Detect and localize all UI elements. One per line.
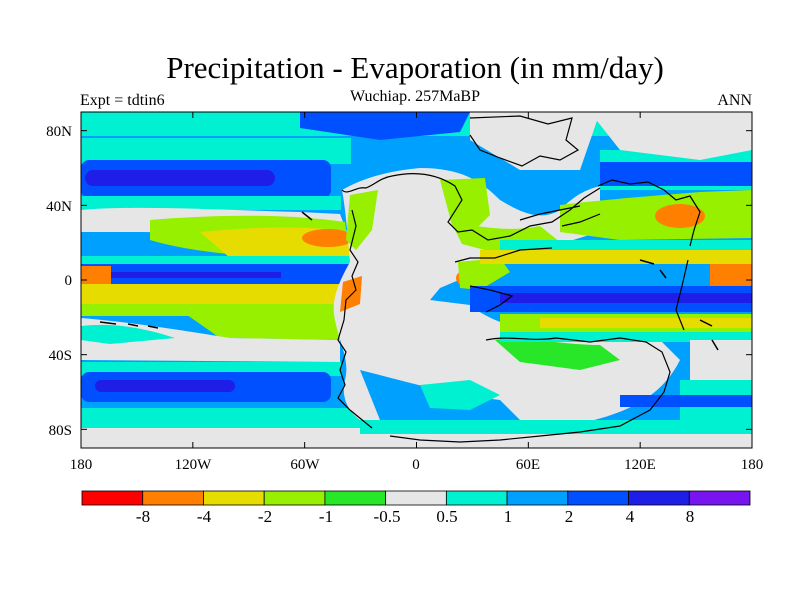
arctic-coast: [469, 115, 580, 167]
map-ticks: [80, 112, 753, 448]
pangaea-land: [333, 168, 680, 438]
south-storm-core: [95, 380, 235, 392]
east-dry-patch: [590, 112, 752, 160]
season-label: ANN: [717, 92, 752, 109]
arctic-blue-tongue: [300, 112, 470, 140]
southern-coast: [389, 337, 671, 443]
colorbar-label-5: 0.5: [436, 507, 458, 526]
east-equatorial-orange: [710, 264, 752, 286]
east-island-arc: [597, 179, 701, 331]
colorbar-label-6: 1: [503, 507, 513, 526]
lon-tick-label-60w: 60W: [290, 457, 320, 473]
colorbar-label-7: 2: [564, 507, 574, 526]
east-tropic-orange: [655, 204, 705, 228]
lat-tick-label-80N: 80N: [46, 124, 72, 140]
map-field: [81, 112, 752, 448]
east-south-cyan: [500, 332, 752, 342]
colorbar-label-1: -4: [196, 507, 212, 526]
antarctic-dry-band: [81, 428, 361, 448]
east-cyan-strip: [500, 240, 752, 250]
lon-tick-label-60e: 60E: [515, 457, 541, 473]
south-coast-green: [495, 338, 620, 370]
east-south-dry: [690, 340, 752, 380]
figure-title: Precipitation - Evaporation (in mm/day): [166, 50, 664, 85]
south-subtropic-green: [180, 310, 345, 340]
lat-tick-label-eq: 0: [64, 273, 73, 289]
colorbar-label-3: -1: [318, 507, 334, 526]
north-cyan-band: [81, 138, 351, 164]
lat-tick-label-80S: 80S: [48, 423, 72, 439]
east-equatorial-yellow: [480, 250, 752, 264]
south-cyan-tongue: [81, 324, 175, 344]
east-equatorial-core: [500, 293, 752, 303]
pangaea-north-coast: [391, 173, 601, 241]
colorbar-label-9: 8: [685, 507, 695, 526]
east-islands: [639, 259, 719, 351]
east-antarctic-dry: [360, 434, 752, 448]
colorbar-label-4: -0.5: [373, 507, 401, 526]
itcz-core: [81, 272, 281, 278]
tethys-coast-green: [458, 258, 510, 290]
lon-tick-label-180e: 180: [740, 457, 764, 473]
south-subtropic-dry: [81, 318, 340, 362]
figure-subtitle: Wuchiap. 257MaBP: [349, 88, 480, 105]
north-storm-core: [85, 170, 275, 186]
lat-tick-label-40S: 40S: [48, 348, 72, 364]
east-antarctic-cyan: [360, 420, 752, 434]
small-islands: [99, 211, 719, 351]
colorbar-label-0: -8: [135, 507, 151, 526]
lon-tick-label-0: 0: [412, 457, 420, 473]
east-north-blue: [600, 162, 752, 186]
lat-tick-label-40N: 40N: [46, 199, 72, 215]
lon-tick-label-180w: 180: [69, 457, 93, 473]
north-orange-patch: [302, 229, 354, 247]
west-islands: [99, 211, 313, 329]
east-far-south-blue: [620, 395, 752, 407]
west-equatorial-orange: [81, 266, 111, 286]
coastlines: [337, 115, 701, 443]
lon-tick-label-120w: 120W: [174, 457, 212, 473]
cimmeria-strip: [519, 205, 601, 227]
east-south-yellow: [540, 318, 752, 328]
colorbar-label-2: -2: [257, 507, 273, 526]
experiment-label: Expt = tdtin6: [80, 92, 165, 109]
colorbar-label-8: 4: [625, 507, 635, 526]
antarctic-cyan-band: [81, 408, 361, 428]
north-pacific-cyan: [81, 196, 341, 210]
lon-tick-label-120e: 120E: [624, 457, 656, 473]
pangaea-west-coast: [337, 175, 393, 429]
tethys-coast: [454, 247, 553, 313]
southern-inland-cyan: [420, 380, 500, 410]
